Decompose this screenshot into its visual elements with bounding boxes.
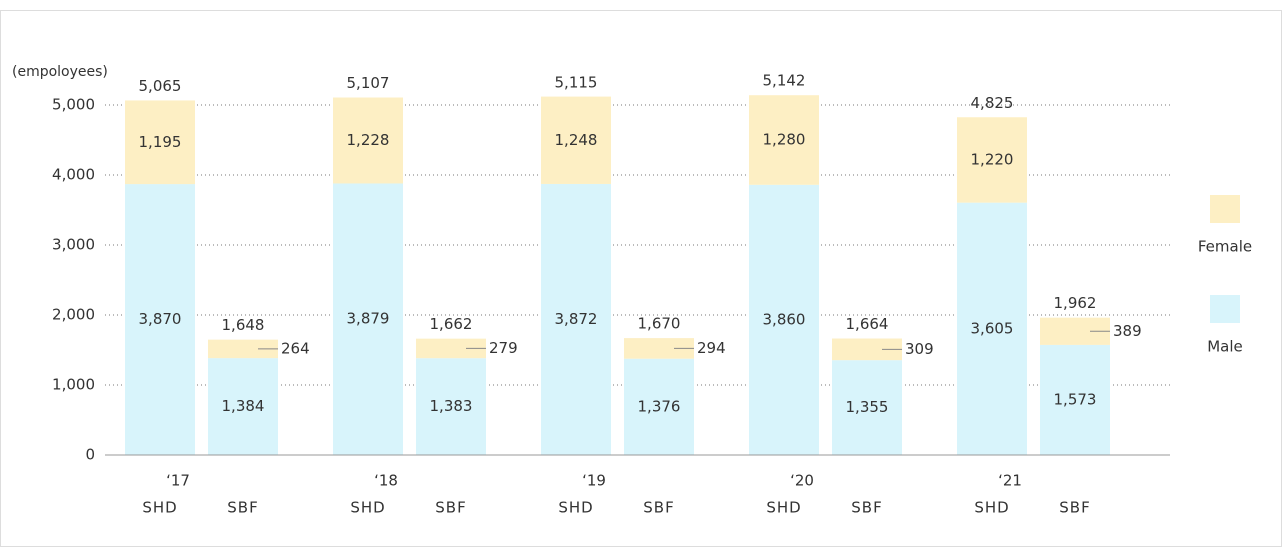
bar-segment [333, 183, 403, 455]
y-axis-label: (empoloyees) [12, 64, 108, 80]
x-tick-label: SBF [1059, 499, 1090, 517]
bar-segment [957, 202, 1027, 455]
bar-segment [832, 360, 902, 455]
bar-segment [957, 117, 1027, 203]
bar-segment [541, 183, 611, 455]
legend-swatch [1210, 295, 1240, 323]
group-label: ‘21 [998, 472, 1022, 490]
legend-label: Female [1198, 238, 1252, 256]
bar-segment [416, 338, 486, 359]
group-label: ‘17 [166, 472, 190, 490]
total-label: 5,065 [139, 77, 182, 95]
total-label: 1,670 [638, 315, 681, 333]
data-label: 1,355 [846, 398, 889, 416]
data-label: 1,228 [347, 131, 390, 149]
legend-swatch [1210, 195, 1240, 223]
data-label: 1,384 [222, 397, 265, 415]
x-tick-label: SBF [435, 499, 466, 517]
x-tick-label: SBF [643, 499, 674, 517]
bar-segment [125, 184, 195, 455]
bar-segment [208, 358, 278, 455]
y-tick-label: 5,000 [52, 96, 95, 114]
legend-label: Male [1207, 338, 1243, 356]
total-label: 5,107 [347, 74, 390, 92]
bar-segment [333, 97, 403, 184]
bar-segment [749, 184, 819, 456]
x-tick-label: SHD [766, 499, 801, 517]
data-label: 3,872 [555, 310, 598, 328]
x-tick-label: SHD [974, 499, 1009, 517]
data-label: 3,605 [971, 319, 1014, 337]
bar-segment [749, 95, 819, 185]
x-tick-label: SHD [350, 499, 385, 517]
x-tick-label: SBF [227, 499, 258, 517]
data-label: 3,870 [139, 310, 182, 328]
total-label: 5,115 [555, 73, 598, 91]
bar-segment [624, 358, 694, 455]
group-label: ‘19 [582, 472, 606, 490]
y-tick-label: 0 [85, 446, 95, 464]
bar-segment [208, 339, 278, 359]
data-label: 1,383 [430, 397, 473, 415]
y-tick-label: 3,000 [52, 236, 95, 254]
group-label: ‘20 [790, 472, 814, 490]
data-label: 3,860 [763, 310, 806, 328]
data-label: 1,376 [638, 397, 681, 415]
total-label: 5,142 [763, 72, 806, 90]
data-label: 294 [697, 339, 726, 357]
y-tick-label: 4,000 [52, 166, 95, 184]
total-label: 1,662 [430, 315, 473, 333]
data-label: 1,280 [763, 131, 806, 149]
x-tick-label: SHD [142, 499, 177, 517]
bar-segment [832, 338, 902, 361]
y-tick-label: 2,000 [52, 306, 95, 324]
bar-segment [541, 96, 611, 184]
bar-segment [1040, 344, 1110, 455]
bar-segment [125, 100, 195, 185]
total-label: 4,825 [971, 94, 1014, 112]
bar-segment [416, 358, 486, 455]
x-tick-label: SBF [851, 499, 882, 517]
x-tick-label: SHD [558, 499, 593, 517]
group-label: ‘18 [374, 472, 398, 490]
total-label: 1,648 [222, 316, 265, 334]
data-label: 3,879 [347, 310, 390, 328]
bar-segment [624, 338, 694, 359]
data-label: 389 [1113, 322, 1142, 340]
data-label: 1,195 [139, 133, 182, 151]
total-label: 1,664 [846, 315, 889, 333]
data-label: 279 [489, 339, 518, 357]
data-label: 309 [905, 340, 934, 358]
total-label: 1,962 [1054, 294, 1097, 312]
data-label: 1,573 [1054, 390, 1097, 408]
data-label: 1,220 [971, 150, 1014, 168]
data-label: 264 [281, 339, 310, 357]
data-label: 1,248 [555, 131, 598, 149]
y-tick-label: 1,000 [52, 376, 95, 394]
